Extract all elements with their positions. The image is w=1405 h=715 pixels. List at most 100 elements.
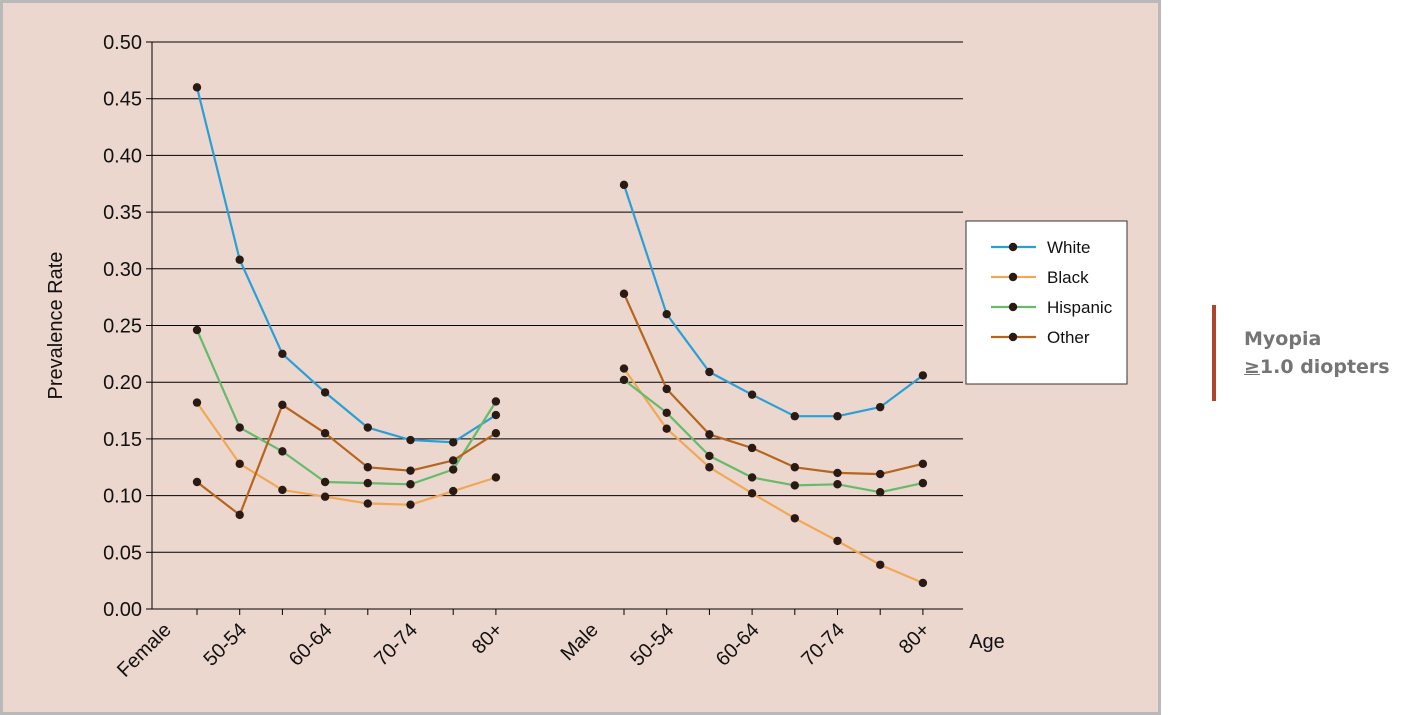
myopia-annotation: Myopia ≥1.0 diopters	[1212, 305, 1390, 401]
data-point-black	[876, 560, 885, 569]
y-tick-label: 0.15	[103, 429, 142, 451]
data-point-other	[790, 463, 799, 472]
data-point-white	[705, 367, 714, 377]
data-point-white	[747, 390, 757, 399]
y-tick-label: 0.35	[103, 202, 142, 224]
annotation-line-2: ≥1.0 diopters	[1244, 353, 1390, 381]
data-point-black	[918, 578, 928, 588]
chart-panel: 0.00 0.05 0.10 0.15 0.20 0.25 0.30 0.35 0.40 0.45…	[0, 0, 1161, 715]
data-point-other	[363, 463, 372, 472]
legend-label-white: White	[1047, 238, 1090, 257]
data-point-other	[918, 459, 928, 469]
annotation-threshold: 1.0 diopters	[1259, 356, 1390, 378]
data-point-hispanic	[790, 481, 799, 490]
data-point-hispanic	[192, 325, 202, 335]
annotation-line-1: Myopia	[1244, 328, 1322, 350]
data-point-other	[278, 400, 287, 410]
data-point-white	[619, 180, 629, 190]
data-point-hispanic	[747, 473, 757, 482]
data-point-hispanic	[449, 465, 458, 474]
data-point-hispanic	[918, 478, 928, 488]
data-point-black	[790, 514, 799, 523]
data-point-white	[192, 83, 202, 92]
data-point-hispanic	[833, 480, 842, 489]
prevalence-line-chart: 0.00 0.05 0.10 0.15 0.20 0.25 0.30 0.35 0.40 0.45…	[0, 0, 1161, 715]
series-line-male-white	[622, 184, 924, 418]
series-line-female-white	[195, 87, 497, 444]
data-point-black	[833, 536, 842, 546]
y-tick-label: 0.40	[103, 145, 142, 167]
data-point-black	[235, 459, 244, 469]
legend-marker-black	[1008, 272, 1018, 282]
data-point-other	[833, 468, 842, 478]
data-point-other	[449, 456, 458, 465]
data-point-white	[406, 435, 415, 445]
data-point-hispanic	[278, 447, 287, 456]
data-point-white	[449, 438, 458, 447]
y-tick-label: 0.50	[103, 32, 142, 54]
series-line-male-other	[622, 293, 924, 476]
data-point-black	[747, 489, 757, 498]
y-tick-label: 0.30	[103, 259, 142, 281]
data-point-other	[320, 429, 330, 438]
y-tick-label: 0.05	[103, 542, 142, 564]
data-point-white	[662, 309, 671, 319]
data-point-hispanic	[705, 451, 714, 461]
data-point-black	[363, 499, 372, 508]
data-point-hispanic	[491, 397, 501, 406]
legend-box	[965, 220, 1128, 385]
data-point-hispanic	[406, 480, 415, 489]
data-point-hispanic	[320, 477, 330, 487]
legend-label-hispanic: Hispanic	[1047, 298, 1113, 317]
legend-marker-other	[1008, 332, 1018, 342]
legend-marker-white	[1008, 242, 1018, 252]
x-axis-label: Age	[969, 631, 1005, 653]
data-point-other	[619, 289, 629, 298]
data-point-white	[363, 423, 372, 432]
data-point-black	[406, 500, 415, 509]
data-point-black	[619, 364, 629, 373]
legend-label-other: Other	[1047, 328, 1090, 347]
y-tick-label: 0.10	[103, 486, 142, 508]
data-point-white	[320, 388, 330, 397]
data-point-other	[705, 430, 714, 439]
series-line-male-hispanic	[623, 379, 924, 494]
data-point-black	[278, 485, 287, 495]
legend-marker-hispanic	[1008, 302, 1018, 312]
series-line-male-black	[623, 367, 924, 584]
ge-symbol: ≥	[1244, 356, 1260, 378]
data-point-white	[876, 402, 885, 412]
data-point-white	[833, 412, 842, 421]
data-point-white	[278, 349, 287, 359]
data-point-black	[320, 492, 330, 501]
data-point-other	[876, 469, 885, 479]
data-point-white	[918, 371, 928, 380]
data-point-other	[235, 510, 244, 520]
y-tick-label: 0.25	[103, 316, 142, 338]
data-point-other	[406, 466, 415, 475]
data-point-other	[662, 384, 671, 394]
data-point-hispanic	[876, 487, 885, 497]
data-point-other	[747, 443, 757, 453]
data-point-other	[491, 429, 501, 438]
y-tick-label: 0.45	[103, 89, 142, 111]
y-tick-label: 0.00	[103, 599, 142, 621]
data-point-black	[662, 424, 671, 433]
legend-label-black: Black	[1047, 268, 1089, 287]
data-point-hispanic	[662, 408, 671, 418]
data-point-black	[192, 398, 202, 407]
y-tick-label: 0.20	[103, 372, 142, 394]
data-point-white	[790, 412, 799, 421]
data-point-white	[491, 410, 501, 420]
data-point-black	[449, 486, 458, 496]
data-point-hispanic	[363, 478, 372, 488]
data-point-hispanic	[235, 423, 244, 432]
data-point-white	[235, 255, 244, 264]
data-point-black	[705, 463, 714, 472]
data-point-other	[192, 477, 202, 487]
series-line-female-hispanic	[195, 329, 497, 486]
series-line-female-other	[196, 403, 497, 516]
y-axis-label: Prevalence Rate	[45, 252, 67, 400]
data-point-black	[491, 473, 501, 482]
series-line-female-black	[196, 401, 497, 506]
